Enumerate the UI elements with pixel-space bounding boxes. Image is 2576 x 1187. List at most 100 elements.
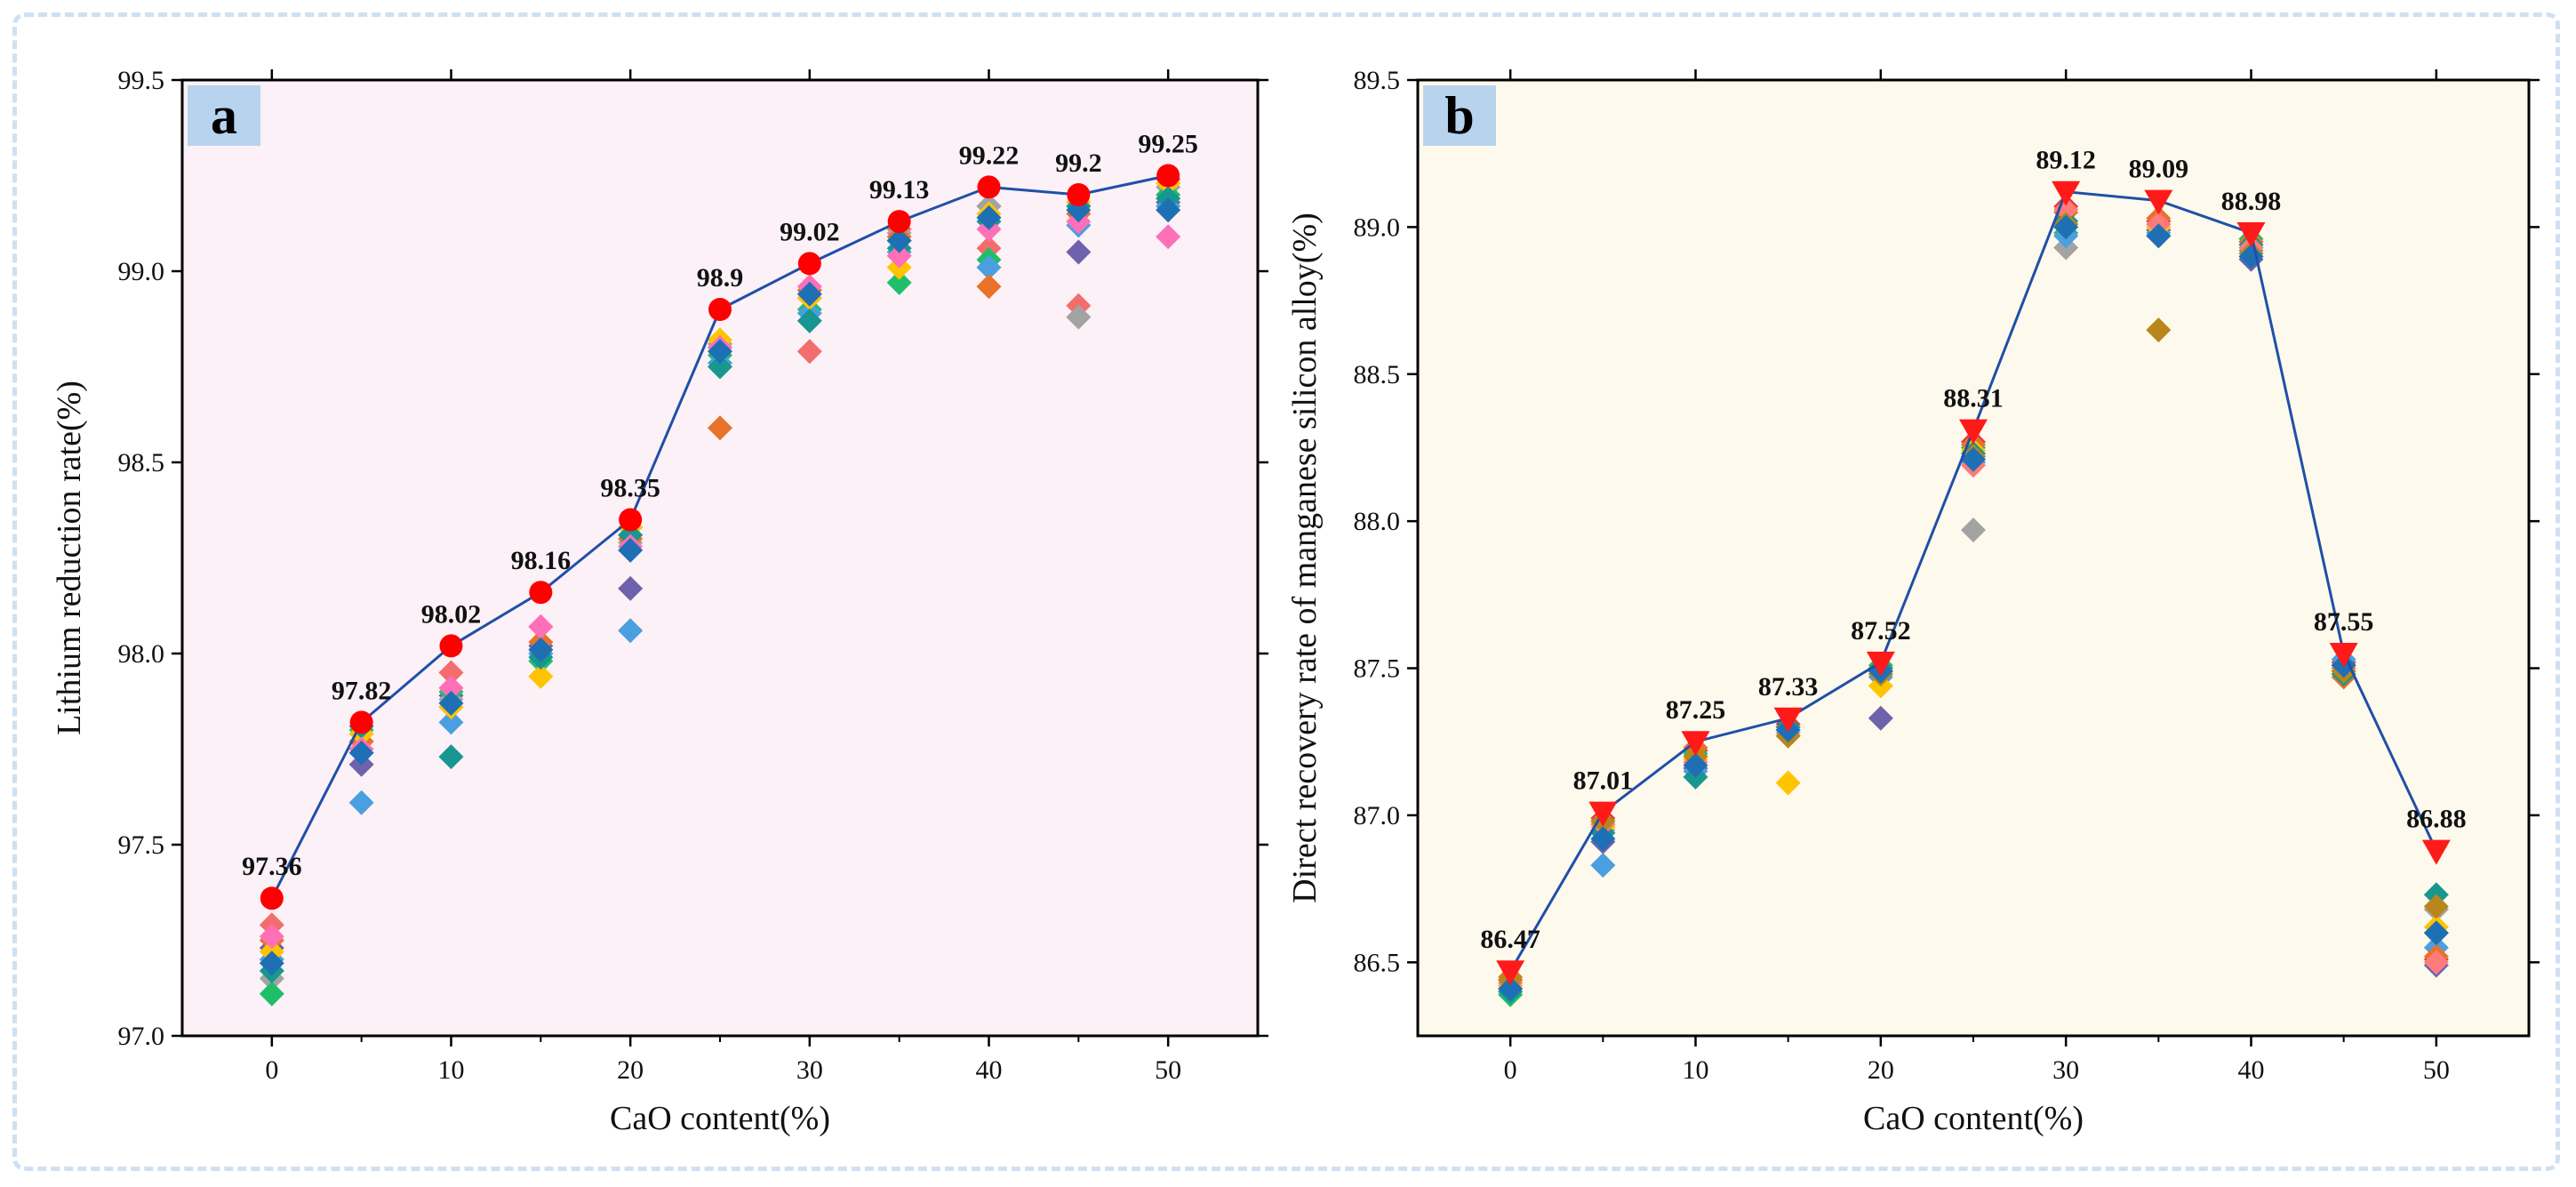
average-point <box>1156 164 1180 188</box>
scatter-point <box>708 354 732 380</box>
scatter-point <box>1961 446 1986 472</box>
panel-badge <box>188 85 260 146</box>
scatter-point <box>2053 214 2079 240</box>
scatter-point <box>618 575 644 601</box>
x-axis-title: CaO content(%) <box>1863 1100 2084 1137</box>
data-label: 87.55 <box>2314 607 2374 637</box>
data-label: 87.33 <box>1758 672 1819 702</box>
panel-label: b <box>1444 86 1474 145</box>
scatter-point <box>886 243 912 269</box>
x-tick-label: 40 <box>2238 1055 2265 1085</box>
scatter-point <box>1590 826 1616 852</box>
data-label: 98.35 <box>600 474 660 503</box>
average-point <box>1496 960 1525 986</box>
scatter-point <box>1156 224 1181 250</box>
data-label: 87.25 <box>1666 695 1726 725</box>
scatter-point <box>2053 196 2079 222</box>
data-label: 89.12 <box>2036 146 2096 175</box>
y-tick-label: 88.5 <box>1354 360 1401 389</box>
scatter-point <box>796 281 822 307</box>
y-tick-label: 99.5 <box>118 66 165 95</box>
data-label: 98.16 <box>511 546 572 575</box>
scatter-point <box>708 339 732 365</box>
average-point <box>1959 419 1988 445</box>
x-tick-label: 10 <box>1683 1055 1709 1085</box>
data-label: 99.25 <box>1138 130 1198 159</box>
scatter-point <box>886 269 912 295</box>
scatter-point <box>348 790 374 815</box>
average-point <box>349 710 373 734</box>
scatter-point <box>796 308 822 333</box>
scatter-point <box>618 618 644 644</box>
average-point <box>529 581 553 605</box>
x-tick-label: 30 <box>2052 1055 2079 1085</box>
average-point <box>1773 707 1803 733</box>
y-tick-label: 98.5 <box>118 448 165 477</box>
average-point <box>2421 839 2451 865</box>
scatter-point <box>259 924 284 950</box>
x-axis-title: CaO content(%) <box>610 1100 830 1137</box>
scatter-point <box>1683 752 1708 778</box>
y-tick-label: 86.5 <box>1354 948 1401 977</box>
scatter-point <box>886 228 912 253</box>
scatter-point <box>708 415 732 441</box>
data-label: 97.36 <box>242 852 302 881</box>
scatter-point <box>1590 853 1616 878</box>
x-tick-label: 50 <box>1155 1055 1181 1085</box>
data-label: 97.82 <box>332 676 392 705</box>
scatter-point <box>528 637 554 662</box>
scatter-point <box>438 744 464 770</box>
data-label: 99.22 <box>959 140 1020 170</box>
average-point <box>977 175 1001 199</box>
plot-background <box>182 80 1258 1036</box>
average-point <box>2144 189 2173 215</box>
average-point <box>1067 183 1091 206</box>
y-tick-label: 87.5 <box>1354 654 1401 684</box>
data-label: 86.47 <box>1480 925 1540 954</box>
average-point <box>619 508 643 532</box>
scatter-point <box>528 614 554 639</box>
scatter-point <box>438 675 464 701</box>
data-label: 89.09 <box>2129 155 2189 184</box>
y-tick-label: 98.0 <box>118 639 165 669</box>
plot-frame <box>180 78 1260 1038</box>
scatter-point <box>1961 517 1986 543</box>
average-point <box>1588 801 1618 827</box>
data-label: 98.9 <box>697 263 744 293</box>
scatter-point <box>438 690 464 716</box>
scatter-point <box>1066 304 1092 330</box>
average-point <box>887 210 911 234</box>
chart-panel-b: 0 10 20 30 40 50 86.5 87.0 87.5 88.0 88.5 89.0 89.5 C… <box>1286 66 2540 1137</box>
y-tick-label: 97.0 <box>118 1022 165 1051</box>
scatter-point <box>259 981 284 1007</box>
average-point <box>1866 651 1895 677</box>
data-label: 99.02 <box>780 217 840 246</box>
plot-background <box>1418 80 2529 1036</box>
scatter-point <box>976 205 1002 230</box>
data-label: 99.2 <box>1055 148 1102 178</box>
scatter-point <box>1868 705 1893 731</box>
scatter-point <box>528 663 554 689</box>
data-label: 88.31 <box>1943 384 2004 413</box>
scatter-point <box>2423 950 2449 975</box>
scatter-point <box>1498 976 1524 1002</box>
x-tick-label: 0 <box>265 1055 278 1085</box>
average-point <box>708 298 732 321</box>
scatter-point <box>1775 770 1801 796</box>
x-tick-label: 20 <box>617 1055 644 1085</box>
data-label: 98.02 <box>421 599 482 629</box>
data-label: 86.88 <box>2406 805 2467 834</box>
x-tick-label: 20 <box>1868 1055 1894 1085</box>
scatter-point <box>2423 894 2449 919</box>
x-tick-label: 0 <box>1504 1055 1517 1085</box>
panel-label: a <box>211 86 237 145</box>
x-tick-label: 40 <box>976 1055 1003 1085</box>
panel-badge <box>1423 85 1496 146</box>
y-tick-label: 97.5 <box>118 830 165 860</box>
data-label: 88.98 <box>2221 187 2282 216</box>
scatter-point <box>348 740 374 766</box>
scatter-point <box>2423 920 2449 946</box>
scatter-point <box>976 274 1002 300</box>
average-point <box>260 886 284 910</box>
